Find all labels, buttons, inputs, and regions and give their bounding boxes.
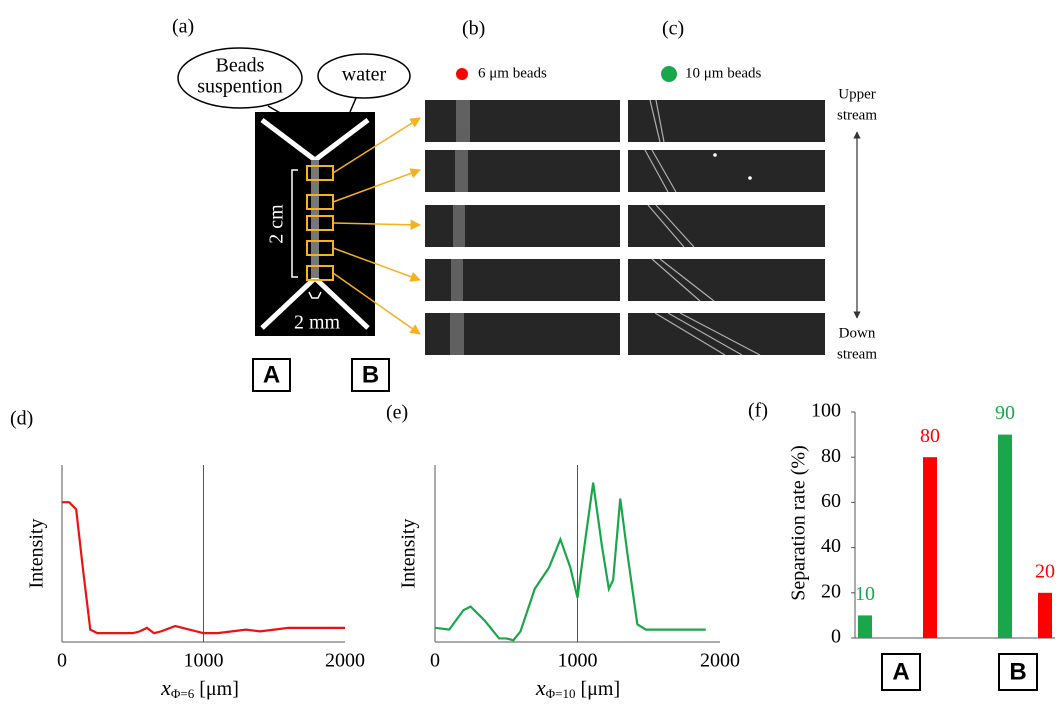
panel-label: (e): [386, 402, 408, 424]
outlet-label: A: [263, 361, 280, 388]
inlet-label: water: [342, 64, 387, 86]
y-tick-label: 100: [811, 400, 841, 422]
data-label: 80: [920, 425, 940, 447]
x-tick-label: 1000: [184, 650, 224, 672]
x-tick-label: A: [892, 658, 909, 685]
outlet-label: B: [362, 361, 379, 388]
chip-diagram: Beads suspention water 2 cm 2 mm A B: [177, 47, 422, 392]
x-tick-label: 1000: [558, 650, 598, 672]
panel-label: (b): [462, 18, 485, 40]
stream-label: Down: [839, 325, 876, 341]
width-label: 2 mm: [294, 312, 341, 334]
stream-label: stream: [837, 346, 877, 362]
line-series: [62, 501, 345, 635]
category-box: [881, 653, 921, 691]
panel-label: (c): [662, 18, 684, 40]
x-tick-label: 0: [57, 650, 67, 672]
data-label: 90: [995, 402, 1015, 424]
category-box: [998, 653, 1038, 691]
y-tick-label: 20: [821, 580, 841, 602]
legend-label: 6 μm beads: [478, 65, 547, 81]
panel-label: (f): [748, 400, 768, 422]
y-tick-label: 60: [821, 490, 841, 512]
bar: [998, 434, 1012, 638]
bar: [858, 615, 872, 638]
panel-label: (a): [172, 16, 194, 38]
data-label: 10: [855, 583, 875, 605]
x-axis-label: xΦ=6 [μm]: [160, 675, 239, 701]
bar: [1038, 592, 1052, 638]
inlet-label: Beads: [216, 55, 265, 77]
micrographs: Upper stream Down stream: [425, 86, 877, 362]
x-label-sub: Φ=10: [546, 686, 576, 701]
legend-swatch: [661, 66, 677, 82]
panel-label: (d): [10, 408, 33, 430]
length-label: 2 cm: [266, 204, 288, 244]
x-label-var: x: [160, 675, 171, 700]
x-tick-label: 2000: [700, 650, 740, 672]
x-label-var: x: [535, 675, 546, 700]
line-series: [434, 482, 706, 642]
x-tick-label: 0: [430, 650, 440, 672]
inlet-label: suspention: [197, 76, 283, 98]
x-label-sub: Φ=6: [171, 686, 195, 701]
x-tick-label: 2000: [325, 650, 365, 672]
x-axis-label: xΦ=10 [μm]: [535, 675, 620, 701]
x-tick-label: B: [1009, 658, 1026, 685]
y-tick-label: 0: [831, 626, 841, 648]
stream-label: Upper: [838, 86, 876, 102]
y-tick-label: 40: [821, 535, 841, 557]
stream-label: stream: [837, 107, 877, 123]
x-label-unit: [μm]: [199, 678, 239, 700]
y-tick-label: 80: [821, 445, 841, 467]
legend-label: 10 μm beads: [685, 65, 762, 81]
legend-swatch: [456, 68, 468, 80]
y-axis-label: Intensity: [26, 519, 48, 589]
data-label: 20: [1035, 560, 1055, 582]
x-label-unit: [μm]: [581, 678, 621, 700]
y-axis-label: Separation rate (%): [788, 445, 810, 600]
y-axis-label: Intensity: [398, 519, 420, 589]
bar: [923, 457, 937, 638]
